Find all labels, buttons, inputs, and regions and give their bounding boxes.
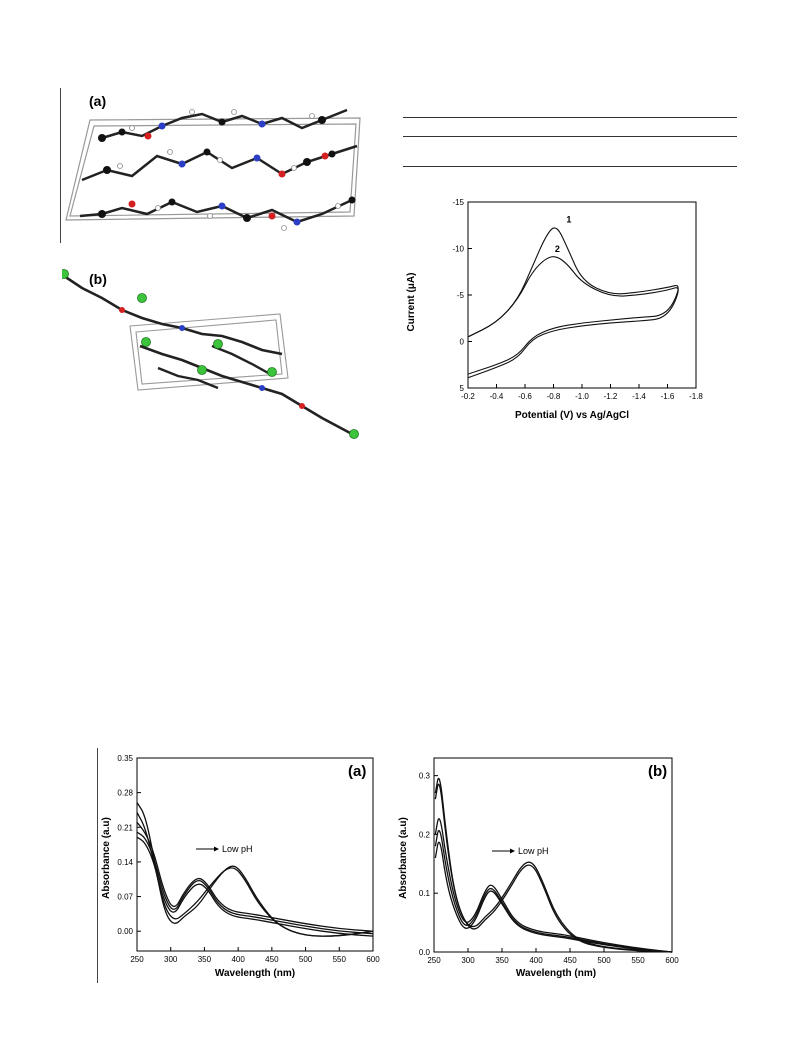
x-tick-label: 350 [198, 955, 212, 964]
y-tick-label: 0.2 [419, 830, 431, 839]
x-tick-label: 400 [529, 956, 543, 965]
x-tick-label: -1.2 [604, 392, 618, 401]
cv-curve-label-2: 2 [555, 244, 560, 254]
series-line-2 [434, 783, 673, 953]
series-line-4 [434, 829, 673, 953]
x-tick-label: -1.4 [632, 392, 646, 401]
cv-xlabel-text: Potential (V) vs Ag/AgCl [515, 410, 629, 421]
panel-label-crystal-a: (a) [89, 93, 107, 109]
unit-cell-b [129, 313, 289, 391]
uv-chart-b: Absorbance (a.u) Wavelength (nm) (b) Low… [396, 748, 686, 983]
x-tick-label: -1.0 [575, 392, 589, 401]
table-top-rule [403, 117, 737, 118]
x-tick-label: 600 [665, 956, 679, 965]
x-tick-label: 450 [265, 955, 279, 964]
x-tick-label: 550 [631, 956, 645, 965]
y-tick-label: 0.07 [117, 893, 133, 902]
y-tick-label: 0 [460, 338, 465, 347]
unit-cell-a [65, 117, 361, 221]
figure-margin-line-bottom [97, 748, 98, 983]
x-tick-label: -0.8 [547, 392, 561, 401]
x-tick-label: 300 [164, 955, 178, 964]
x-tick-label: -0.6 [518, 392, 532, 401]
uv-chart-a-svg: Absorbance (a.u) Wavelength (nm) (a) Low… [101, 754, 380, 979]
x-tick-label: 450 [563, 956, 577, 965]
y-tick-label: 0.00 [117, 927, 133, 936]
uv-chart-b-svg: Absorbance (a.u) Wavelength (nm) (b) Low… [398, 757, 679, 979]
uv-b-ylabel-text: Absorbance (a.u) [398, 817, 409, 899]
low-ph-label-b: Low pH [518, 846, 549, 856]
x-tick-label: 550 [333, 955, 347, 964]
x-tick-label: 500 [299, 955, 313, 964]
low-ph-annotation-b: Low pH [492, 846, 549, 856]
low-ph-annotation-a: Low pH [196, 844, 253, 854]
y-tick-label: 5 [460, 384, 465, 393]
uv-chart-a: Absorbance (a.u) Wavelength (nm) (a) Low… [100, 748, 385, 983]
x-tick-label: -0.4 [490, 392, 504, 401]
y-tick-label: 0.3 [419, 772, 431, 781]
plot-frame [433, 757, 673, 953]
molecule-chains-a [79, 108, 358, 231]
cv-chart: Current (μA) Potential (V) vs Ag/AgCl -0… [398, 192, 728, 422]
x-tick-label: 500 [597, 956, 611, 965]
cv-y-axis-label: Current (μA) [406, 273, 417, 332]
cv-ylabel-text: Current (μA) [406, 273, 417, 332]
table-header-rule [403, 136, 737, 137]
series-line-1 [467, 227, 679, 375]
plot-frame [467, 201, 697, 389]
low-ph-label-a: Low pH [222, 844, 253, 854]
x-tick-label: -1.6 [661, 392, 675, 401]
series-line-5 [434, 841, 673, 953]
y-tick-label: 0.21 [117, 823, 133, 832]
x-tick-label: -0.2 [461, 392, 475, 401]
y-tick-label: 0.14 [117, 858, 133, 867]
panel-label-uv-a: (a) [348, 763, 366, 780]
series-line-4 [136, 831, 374, 935]
plot-frame [136, 757, 374, 952]
x-tick-label: 250 [130, 955, 144, 964]
x-tick-label: 600 [366, 955, 380, 964]
x-tick-label: 350 [495, 956, 509, 965]
uv-a-ylabel-text: Absorbance (a.u) [101, 817, 112, 899]
panel-label-crystal-b: (b) [89, 271, 107, 287]
y-tick-label: -15 [452, 198, 464, 207]
series-line-3 [434, 818, 673, 953]
series-line-3 [136, 821, 374, 932]
series-line-2 [467, 256, 679, 379]
y-tick-label: 0.35 [117, 754, 133, 763]
y-tick-label: -10 [452, 245, 464, 254]
x-tick-label: 300 [461, 956, 475, 965]
y-tick-label: 0.0 [419, 948, 431, 957]
y-tick-label: 0.1 [419, 889, 431, 898]
series-line-1 [136, 802, 374, 937]
series-line-5 [136, 836, 374, 937]
cv-chart-svg: Current (μA) Potential (V) vs Ag/AgCl -0… [406, 198, 703, 421]
table-bottom-rule [403, 166, 737, 167]
uv-b-xlabel-text: Wavelength (nm) [516, 968, 596, 979]
crystal-structure-figure: (a) (b) [59, 88, 374, 440]
x-tick-label: -1.8 [689, 392, 703, 401]
x-tick-label: 250 [427, 956, 441, 965]
crystal-structure-drawing [59, 108, 361, 439]
x-tick-label: 400 [231, 955, 245, 964]
molecule-chains-b [59, 269, 359, 439]
uv-a-xlabel-text: Wavelength (nm) [215, 968, 295, 979]
cv-curve-label-1: 1 [566, 214, 571, 224]
panel-label-uv-b: (b) [648, 763, 667, 780]
y-tick-label: -5 [457, 291, 465, 300]
figure-margin-line-top [60, 88, 61, 243]
y-tick-label: 0.28 [117, 789, 133, 798]
